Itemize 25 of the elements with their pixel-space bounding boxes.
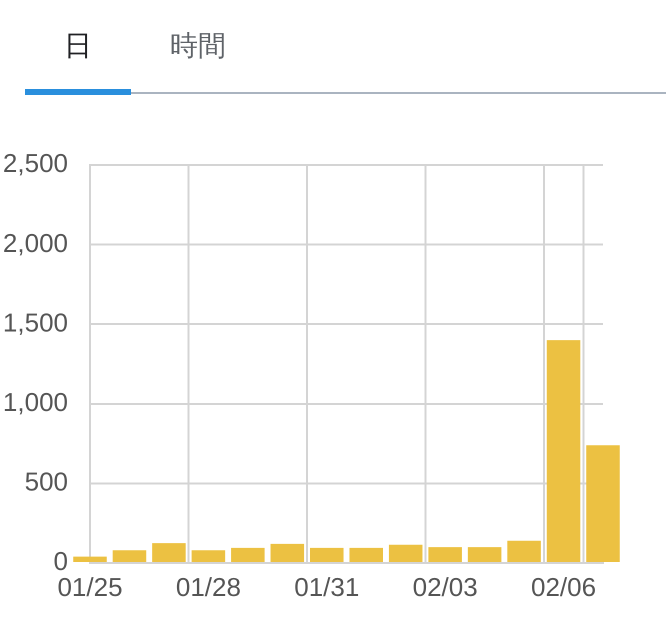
bar [231,548,265,562]
bar [192,550,226,562]
x-tick-label: 01/31 [294,572,360,602]
bar [507,540,541,562]
y-tick-label: 500 [24,466,68,497]
y-tick-label: 1,500 [2,307,68,338]
x-tick-label: 02/06 [531,572,596,602]
bar [546,340,580,562]
bar [112,550,146,562]
y-tick-label: 2,500 [2,148,68,178]
bar [388,544,422,562]
text: 時間 [170,29,226,63]
bar [310,548,344,562]
bar [270,544,304,562]
bar [586,445,620,562]
y-tick-label: 2,000 [2,228,68,258]
bar [152,543,186,562]
bar [428,547,462,562]
bar [73,556,107,562]
x-tick-label: 01/28 [176,572,241,602]
text: 日 [64,29,92,63]
bar [468,547,502,562]
y-tick-label: 1,000 [2,386,68,417]
bar [349,548,383,562]
x-tick-label: 02/03 [412,572,478,602]
